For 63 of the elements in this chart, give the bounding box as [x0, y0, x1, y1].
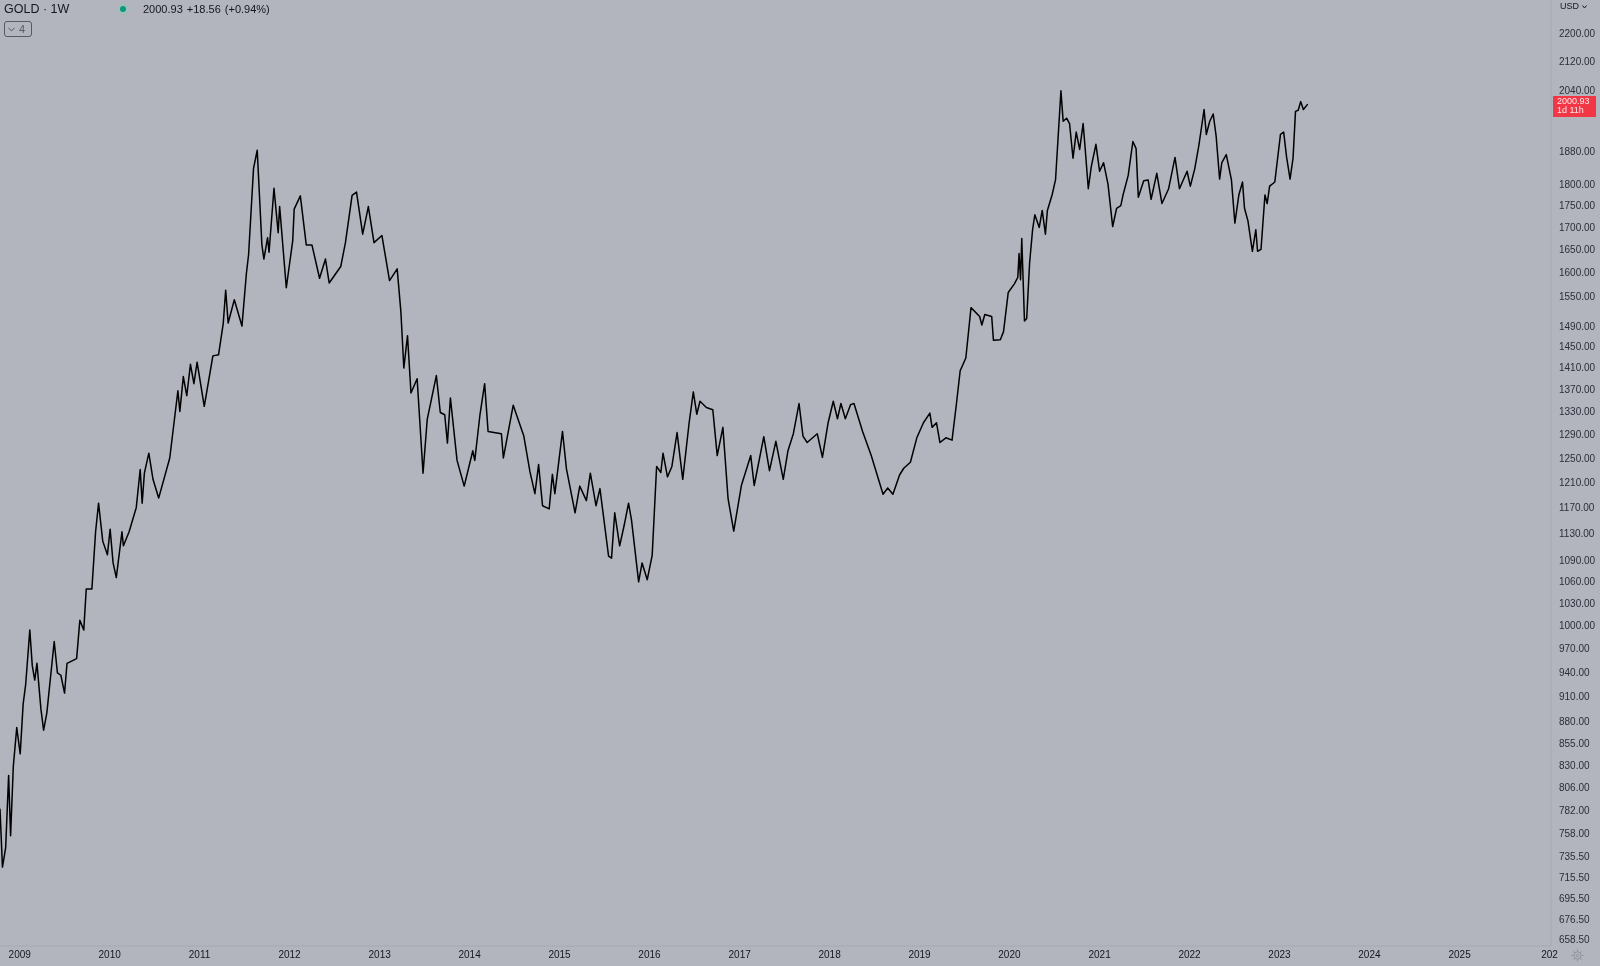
x-tick-label: 2023 [1268, 949, 1292, 961]
y-tick-label: 1880.00 [1559, 145, 1596, 157]
x-tick-label: 2017 [728, 949, 752, 961]
y-tick-label: 1800.00 [1559, 178, 1596, 190]
y-tick-label: 1700.00 [1559, 221, 1596, 233]
y-tick-label: 2120.00 [1559, 55, 1596, 67]
y-tick-label: 735.50 [1559, 850, 1591, 862]
y-tick-label: 1650.00 [1559, 244, 1596, 255]
collapse-button: 4 [4, 21, 32, 37]
y-tick-label: 1210.00 [1559, 476, 1596, 488]
y-tick-label: 1000.00 [1559, 620, 1596, 632]
line-series [0, 90, 1309, 868]
y-axis-title: USD [1560, 1, 1580, 12]
price-label: 2000.93 1d 11h [1553, 95, 1596, 117]
y-tick-label: 970.00 [1559, 642, 1591, 654]
y-tick-label: 782.00 [1559, 804, 1591, 816]
y-tick-label: 1450.00 [1559, 341, 1596, 353]
y-tick-label: 695.50 [1559, 892, 1591, 904]
y-tick-label: 1130.00 [1559, 528, 1595, 540]
y-tick-label: 880.00 [1559, 716, 1591, 728]
y-tick-label: 2040.00 [1559, 84, 1596, 96]
x-tick-label: 2021 [1088, 949, 1112, 961]
y-tick-label: 1060.00 [1559, 576, 1596, 588]
y-tick-label: 1330.00 [1559, 405, 1596, 417]
y-tick-label: 1090.00 [1559, 555, 1596, 567]
y-tick-label: 1600.00 [1559, 267, 1596, 279]
y-tick-label: 806.00 [1559, 782, 1591, 794]
y-tick-label: 855.00 [1559, 737, 1591, 749]
x-tick-label: 2019 [908, 949, 932, 961]
y-tick-label: 940.00 [1559, 666, 1591, 678]
x-tick-label: 2024 [1358, 949, 1381, 961]
y-tick-label: 1750.00 [1559, 199, 1596, 211]
y-tick-label: 830.00 [1559, 760, 1591, 772]
y-tick-label: 676.50 [1559, 913, 1591, 925]
x-tick-label: 2025 [1448, 949, 1472, 961]
y-tick-label: 1370.00 [1559, 383, 1596, 395]
y-tick-label: 1550.00 [1559, 290, 1596, 302]
y-tick-label: 1250.00 [1559, 452, 1596, 464]
y-tick-label: 2200.00 [1559, 27, 1596, 39]
chart-subtitle: 2000.93 +18.56 (+0.94%) [143, 3, 270, 16]
x-tick-label: 2011 [188, 949, 211, 961]
x-tick-label: 2022 [1178, 949, 1202, 961]
y-tick-label: 758.00 [1559, 828, 1591, 840]
x-tick-label: 2013 [368, 949, 392, 961]
x-tick-label: 2012 [278, 949, 302, 961]
x-tick-label: 2009 [8, 949, 32, 961]
x-tick-label: 2015 [548, 949, 572, 961]
y-tick-label: 1170.00 [1559, 502, 1595, 514]
y-tick-label: 1410.00 [1559, 362, 1596, 374]
y-tick-label: 1490.00 [1559, 320, 1596, 332]
x-tick-label: 2010 [98, 949, 122, 961]
y-tick-label: 1290.00 [1559, 428, 1596, 440]
y-tick-label: 910.00 [1559, 690, 1591, 702]
chart-title: GOLD · 1W [4, 2, 70, 17]
x-tick-label: 2014 [458, 949, 482, 961]
y-tick-label: 658.50 [1559, 933, 1591, 945]
x-tick-label: 2018 [818, 949, 842, 961]
x-tick-label: 2016 [638, 949, 662, 961]
y-tick-label: 1030.00 [1559, 597, 1596, 609]
y-tick-label: 715.50 [1559, 871, 1591, 883]
x-tick-label: 2020 [998, 949, 1021, 961]
annotation: 4 [19, 22, 26, 36]
x-tick-label: 202 [1541, 949, 1559, 961]
